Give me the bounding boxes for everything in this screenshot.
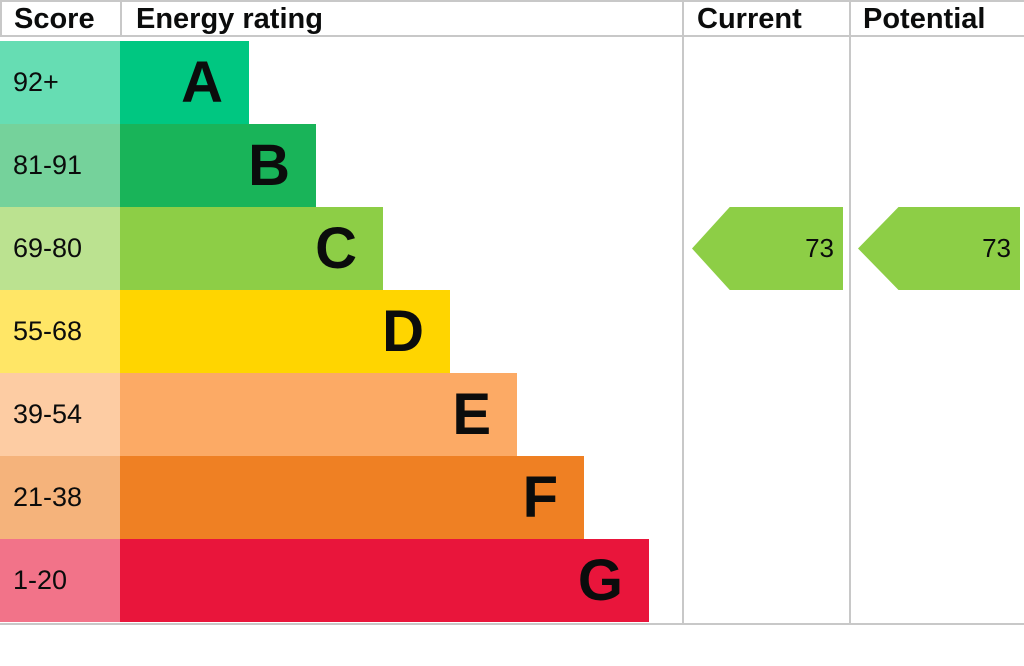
current-rating-value: 73 (805, 233, 834, 263)
band-row-f: 21-38 F (0, 456, 1024, 539)
score-range-f: 21-38 (0, 456, 120, 539)
band-bar-e: E (120, 373, 517, 456)
table-header: Score Energy rating Current Potential (0, 0, 1024, 37)
band-bar-f: F (120, 456, 584, 539)
current-column-divider (682, 0, 684, 625)
band-row-e: 39-54 E (0, 373, 1024, 456)
band-bar-d: D (120, 290, 450, 373)
band-bar-a: A (120, 41, 249, 124)
current-rating-arrow: 73 (692, 207, 843, 290)
band-row-c: 69-80 C (0, 207, 1024, 290)
table-bottom-border (0, 623, 1024, 625)
score-range-a: 92+ (0, 41, 120, 124)
band-bar-b: B (120, 124, 316, 207)
band-row-d: 55-68 D (0, 290, 1024, 373)
band-row-a: 92+ A (0, 41, 1024, 124)
score-column-divider (120, 2, 122, 35)
potential-rating-value: 73 (982, 233, 1011, 263)
potential-column-header: Potential (863, 3, 986, 35)
energy-rating-column-header: Energy rating (136, 3, 323, 35)
band-row-b: 81-91 B (0, 124, 1024, 207)
current-column-header: Current (697, 3, 802, 35)
rating-bands: 92+ A 81-91 B 69-80 C 55-68 D 39-54 E 21… (0, 41, 1024, 622)
score-range-d: 55-68 (0, 290, 120, 373)
score-range-g: 1-20 (0, 539, 120, 622)
band-bar-g: G (120, 539, 649, 622)
score-range-b: 81-91 (0, 124, 120, 207)
score-column-header: Score (14, 3, 95, 35)
band-row-g: 1-20 G (0, 539, 1024, 622)
score-range-c: 69-80 (0, 207, 120, 290)
band-bar-c: C (120, 207, 383, 290)
score-range-e: 39-54 (0, 373, 120, 456)
potential-column-divider (849, 0, 851, 625)
